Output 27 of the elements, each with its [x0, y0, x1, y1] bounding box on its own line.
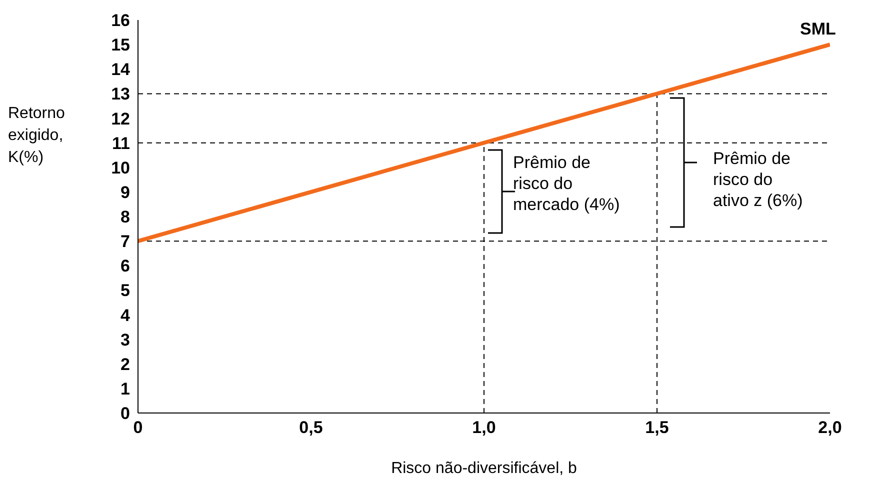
y-tick-label: 16 [111, 11, 130, 30]
annotation: Prêmio de risco do mercado (4%) [513, 152, 621, 215]
y-tick-label: 0 [120, 404, 130, 424]
y-tick-label: 3 [120, 330, 130, 350]
y-tick-label: 7 [120, 232, 130, 252]
y-tick-label: 2 [120, 354, 130, 374]
x-tick-label: 0 [133, 418, 143, 438]
y-tick-label: 1 [120, 379, 130, 398]
y-tick-label: 15 [111, 36, 130, 55]
y-tick-label: 9 [120, 182, 130, 202]
x-tick-label: 1,0 [472, 418, 496, 438]
x-axis-title: Risco não-diversificável, b [391, 460, 578, 477]
y-tick-label: 4 [120, 306, 131, 325]
y-tick-label: 5 [120, 281, 130, 300]
series-label: SML [800, 20, 836, 39]
y-tick-label: 13 [111, 84, 130, 104]
y-axis-title: Retorno exigido, K(%) [8, 104, 66, 168]
y-tick-label: 11 [112, 134, 130, 153]
y-tick-label: 12 [111, 109, 130, 128]
x-tick-label: 0,5 [299, 418, 323, 438]
y-tick-label: 14 [111, 60, 131, 80]
annotation: Prêmio de risco do ativo z (6%) [713, 148, 804, 211]
y-tick-label: 6 [120, 256, 130, 276]
y-tick-label: 8 [120, 208, 130, 227]
x-tick-label: 2,0 [818, 418, 842, 438]
y-tick-label: 10 [111, 158, 130, 178]
x-tick-label: 1,5 [645, 418, 669, 438]
